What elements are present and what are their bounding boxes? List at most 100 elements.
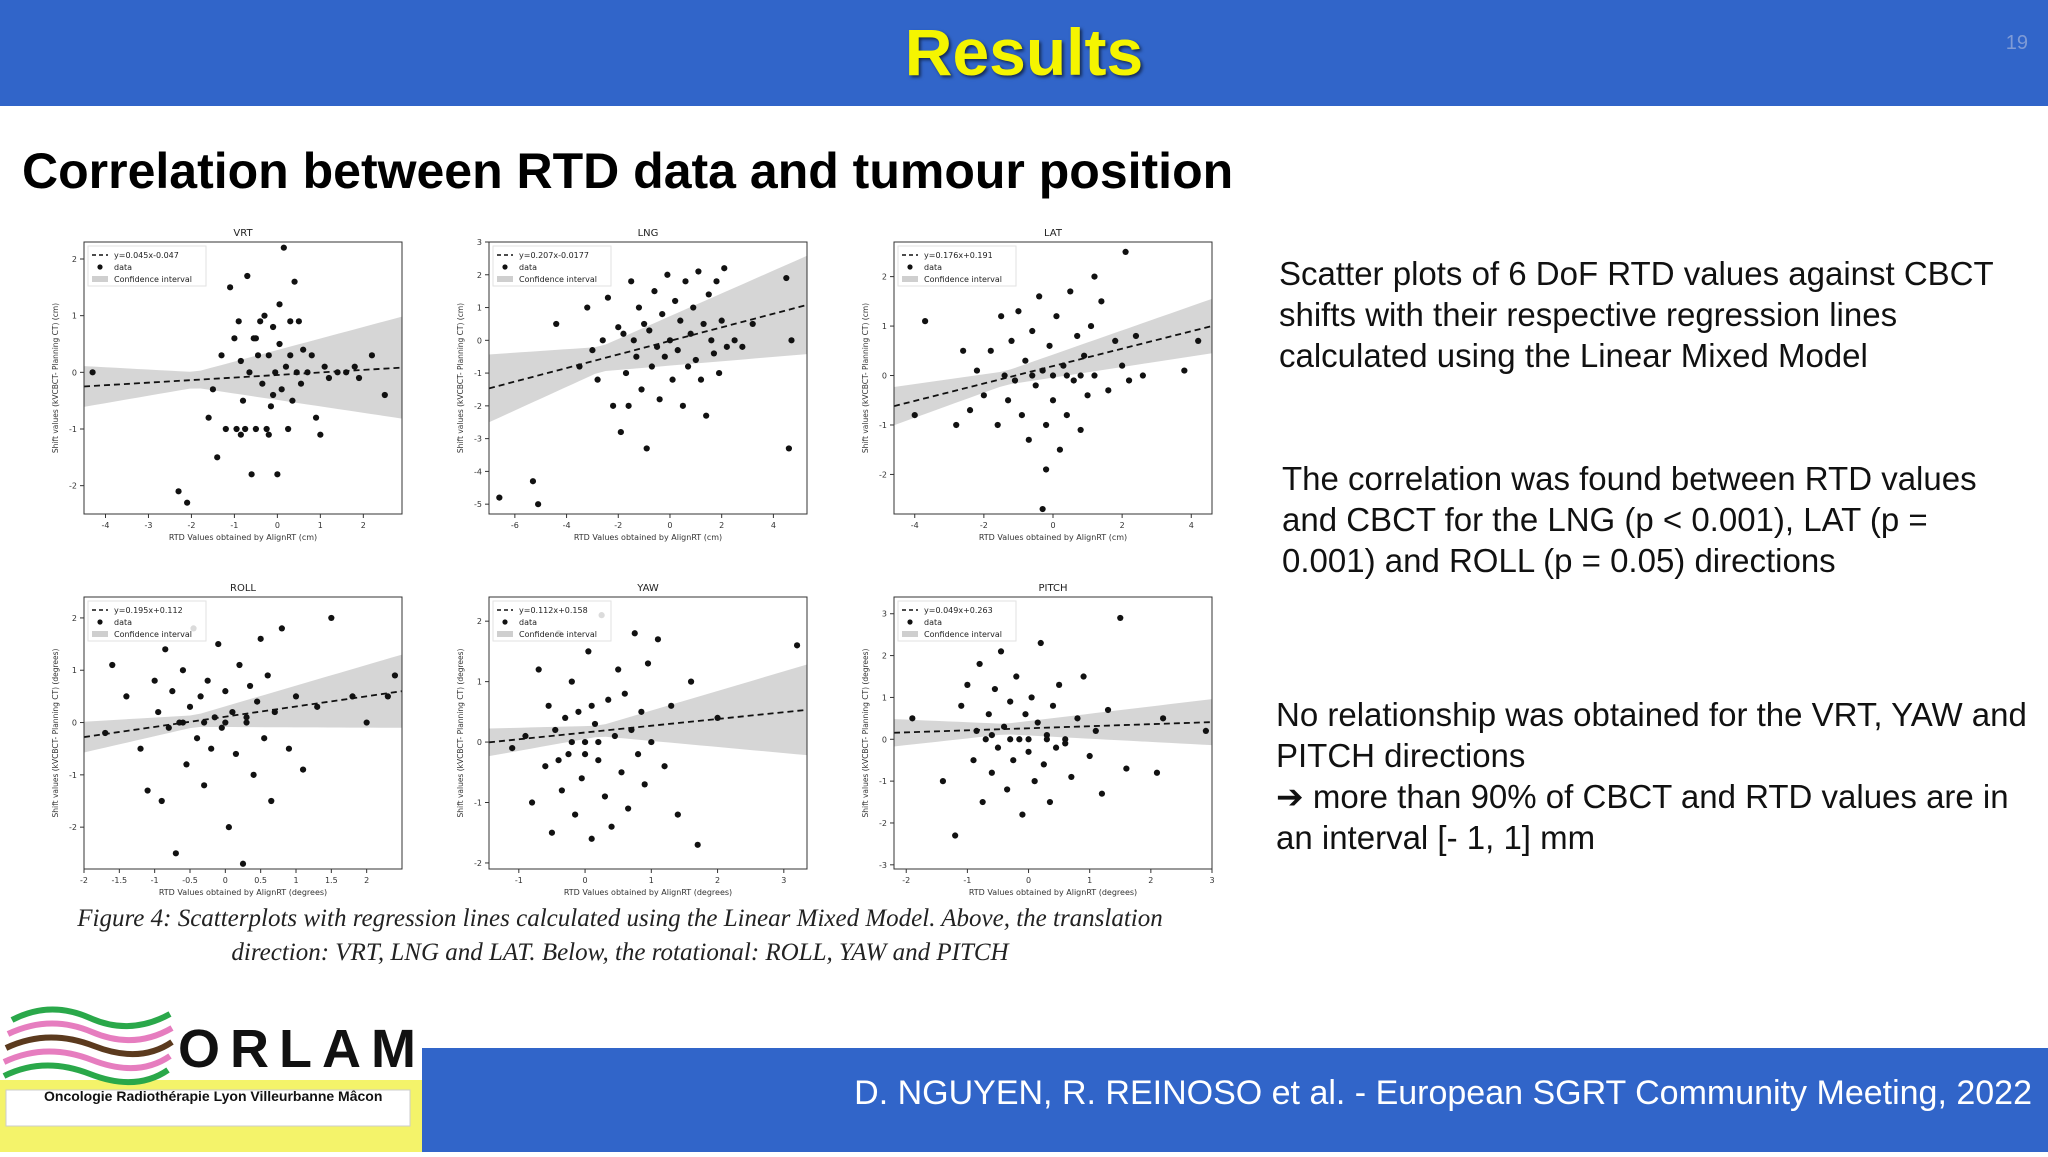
y-axis-label: Shift values (kVCBCT- Planning CT) (cm) [861, 303, 870, 453]
data-point [1043, 736, 1050, 743]
y-tick-label: 1 [72, 666, 77, 675]
data-point [1032, 382, 1039, 389]
data-point [193, 735, 201, 742]
y-tick-label: -2 [69, 482, 77, 491]
y-tick-label: 3 [882, 610, 887, 619]
data-point [285, 425, 292, 433]
figure-caption: Figure 4: Scatterplots with regression l… [60, 902, 1180, 970]
plot-title: PITCH [1038, 583, 1067, 594]
data-point [1091, 273, 1098, 280]
data-point [634, 751, 642, 758]
data-point [1084, 392, 1091, 399]
y-tick-label: -1 [69, 425, 77, 434]
data-point [705, 291, 712, 298]
data-point [630, 337, 637, 344]
x-tick-label: -2 [80, 876, 88, 885]
data-point [246, 682, 254, 690]
data-point [604, 294, 612, 301]
slide-title: Results [904, 15, 1144, 89]
data-point [952, 832, 959, 839]
data-point [581, 738, 589, 746]
data-point [1022, 711, 1029, 718]
data-point [674, 811, 681, 818]
data-point [1025, 436, 1032, 443]
data-point [1063, 372, 1070, 379]
data-point [1056, 446, 1064, 453]
data-point [528, 799, 536, 806]
summary-paragraph-2: The correlation was found between RTD va… [1282, 460, 1977, 579]
data-point [980, 392, 987, 399]
data-point [239, 860, 247, 867]
y-axis-label: Shift values (kVCBCT- Planning CT) (cm) [51, 303, 60, 453]
data-point [265, 431, 272, 438]
plot-title: LAT [1044, 228, 1063, 239]
data-point [687, 330, 694, 337]
x-tick-label: 0 [583, 876, 588, 885]
data-point [391, 672, 399, 679]
data-point [1132, 332, 1140, 340]
data-point [1153, 769, 1161, 776]
data-point [1087, 322, 1095, 330]
x-tick-label: -2 [187, 521, 195, 530]
data-point [958, 702, 965, 709]
data-point [1042, 421, 1050, 429]
data-point [151, 677, 158, 684]
y-tick-label: 2 [72, 614, 77, 623]
legend-ci-icon [902, 276, 918, 282]
legend-ci-label: Confidence interval [924, 275, 1002, 284]
y-axis-label: Shift values (kVCBCT- Planning CT) (degr… [861, 648, 870, 817]
data-point [252, 425, 259, 433]
data-point [254, 352, 262, 359]
data-point [169, 688, 176, 695]
data-point [588, 702, 595, 709]
data-point [1117, 614, 1124, 622]
confidence-band [894, 298, 1212, 426]
data-point [276, 301, 283, 308]
data-point [257, 318, 264, 325]
header-bar: Results 19 [0, 0, 2048, 106]
data-point [998, 313, 1005, 320]
data-point [641, 781, 648, 788]
data-point [591, 720, 599, 728]
confidence-band [84, 316, 402, 419]
data-point [1049, 702, 1057, 709]
legend-ci-label: Confidence interval [114, 630, 192, 639]
x-axis-label: RTD Values obtained by AlignRT (degrees) [564, 888, 732, 897]
data-point [661, 763, 668, 770]
data-point [695, 268, 702, 275]
legend-dot-icon [97, 264, 103, 270]
logo-waves-icon [0, 1006, 422, 1152]
data-point [1098, 790, 1106, 797]
data-point [214, 454, 221, 461]
data-point [976, 660, 983, 668]
legend-dot-icon [907, 619, 913, 625]
data-point [229, 708, 236, 716]
x-tick-label: 1.5 [325, 876, 338, 885]
y-tick-label: 0 [882, 735, 887, 744]
data-point [1074, 715, 1081, 722]
data-point [651, 288, 658, 295]
data-point [328, 614, 335, 622]
data-point [542, 763, 549, 770]
caption-line-2: direction: VRT, LNG and LAT. Below, the … [231, 939, 1009, 966]
data-point [988, 731, 995, 739]
legend-dot-icon [502, 619, 508, 625]
data-point [643, 445, 650, 452]
data-point [1181, 367, 1188, 374]
data-point [692, 356, 699, 364]
y-tick-label: 2 [882, 273, 887, 282]
data-point [783, 274, 790, 282]
data-point [1091, 372, 1098, 379]
data-point [654, 636, 662, 643]
x-tick-label: -1 [515, 876, 523, 885]
data-point [300, 346, 307, 353]
x-tick-label: 1 [649, 876, 654, 885]
data-point [994, 744, 1002, 751]
legend-ci-label: Confidence interval [924, 630, 1002, 639]
data-point [1086, 752, 1093, 760]
page-number: 19 [2005, 32, 2028, 54]
data-point [1007, 736, 1014, 743]
data-point [922, 318, 929, 325]
data-point [1039, 505, 1046, 513]
data-point [261, 735, 268, 742]
